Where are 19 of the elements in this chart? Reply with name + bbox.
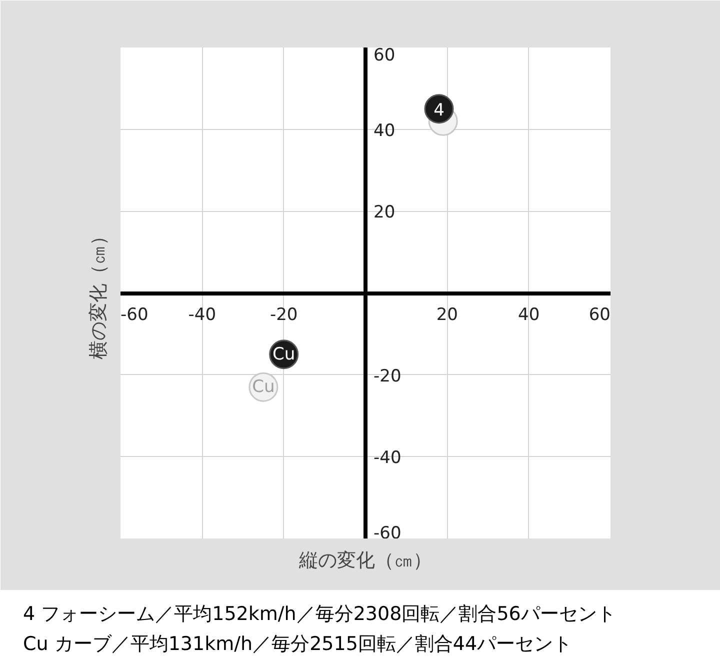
y-tick-label: -60 bbox=[374, 524, 402, 544]
y-tick-label: 20 bbox=[374, 202, 396, 223]
x-tick-label: -20 bbox=[270, 305, 298, 325]
text: Cu カーブ／平均131km/h／毎分2515回転／割合44パーセント bbox=[23, 633, 572, 655]
y-tick-label: -20 bbox=[374, 366, 402, 386]
text: 4 フォーシーム／平均152km/h／毎分2308回転／割合56パーセント bbox=[23, 603, 616, 625]
y-tick-label: 40 bbox=[374, 120, 396, 141]
x-tick-label: 20 bbox=[436, 305, 458, 325]
annotation: Cu bbox=[272, 344, 296, 364]
y-tick-label: 60 bbox=[374, 46, 396, 66]
y-axis-title: 横の変化（㎝） bbox=[88, 226, 110, 360]
y-tick-label: -40 bbox=[374, 448, 402, 468]
annotation: Cu bbox=[252, 377, 275, 398]
x-tick-label: 40 bbox=[518, 305, 540, 325]
x-tick-label: -60 bbox=[120, 305, 148, 325]
annotation: 4 bbox=[434, 100, 444, 120]
x-tick-label: 60 bbox=[588, 305, 611, 325]
x-tick-label: -40 bbox=[188, 305, 216, 325]
x-axis-title: 縦の変化（㎝） bbox=[298, 550, 432, 572]
